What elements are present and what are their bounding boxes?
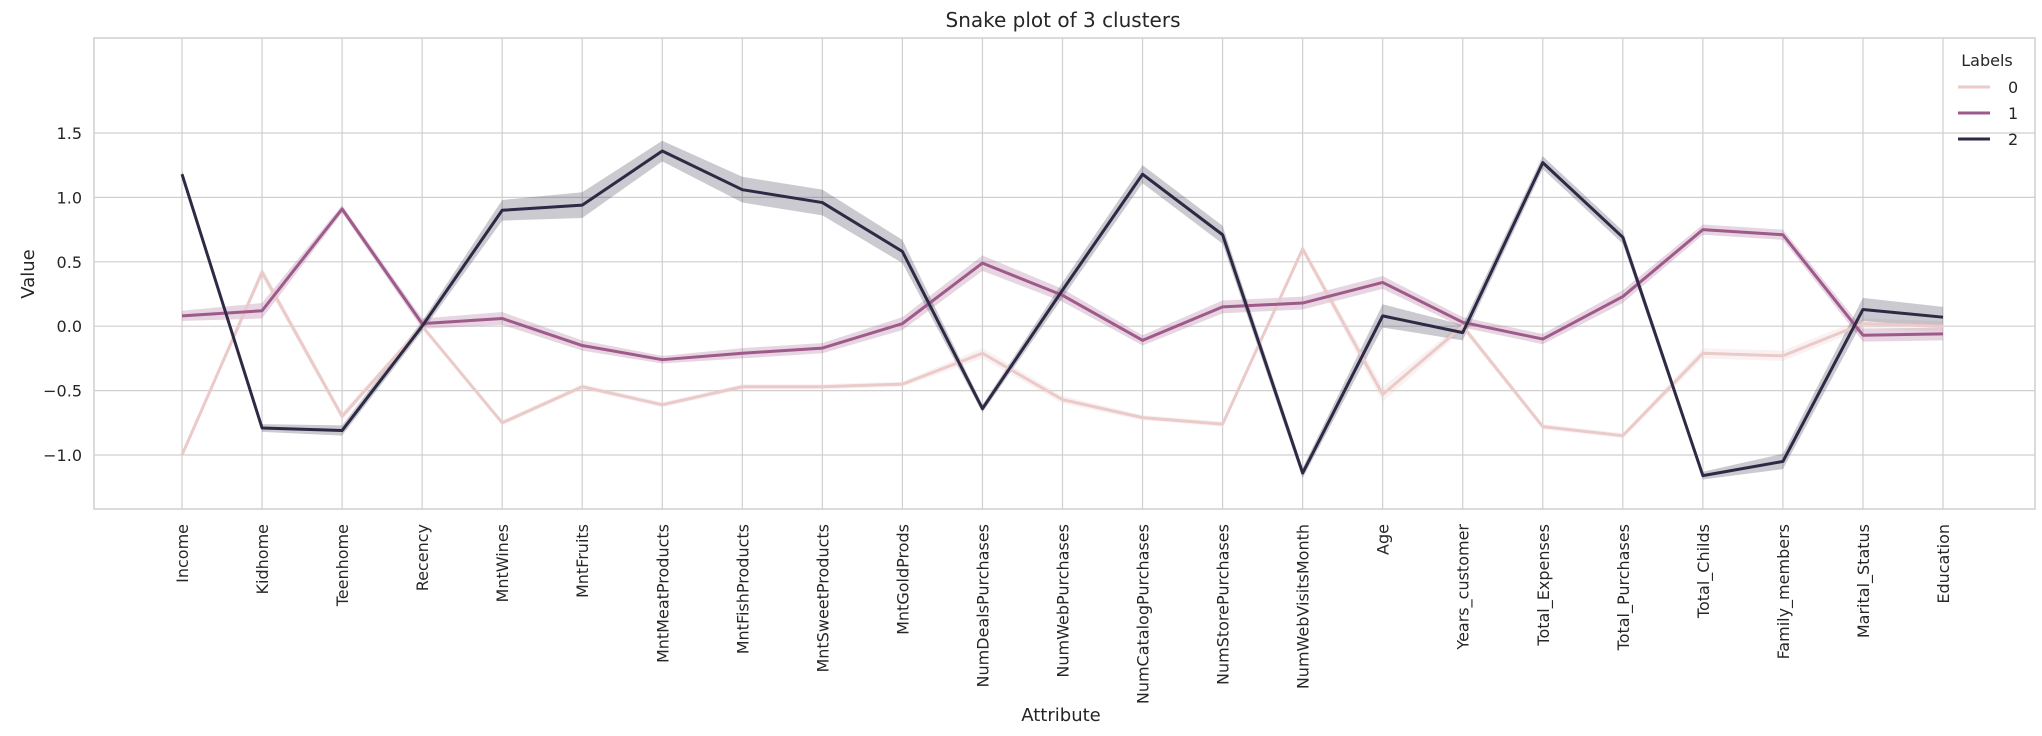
y-tick-label: 1.0: [57, 188, 82, 207]
legend-title: Labels: [1961, 51, 2013, 70]
x-tick-label: Total_Expenses: [1534, 524, 1554, 647]
x-tick-label: Income: [173, 524, 192, 583]
x-tick-label: Family_members: [1774, 524, 1794, 659]
x-tick-label: MntFruits: [573, 524, 592, 598]
legend-label-0: 0: [2008, 78, 2018, 97]
x-tick-label: Total_Childs: [1694, 524, 1714, 619]
x-tick-label: NumWebVisitsMonth: [1294, 524, 1313, 689]
x-tick-label: Education: [1934, 524, 1953, 604]
x-axis-label: Attribute: [1021, 705, 1100, 726]
x-tick-label: Kidhome: [253, 524, 272, 594]
chart-title: Snake plot of 3 clusters: [946, 8, 1181, 32]
y-ticks: 1.5 1.0 0.5 0.0 −0.5 −1.0: [43, 124, 82, 465]
x-tick-label: Teenhome: [333, 524, 352, 607]
x-tick-label: Age: [1374, 524, 1393, 555]
x-tick-label: MntGoldProds: [893, 524, 912, 635]
x-tick-label: Total_Purchases: [1614, 524, 1634, 651]
x-tick-label: MntFishProducts: [733, 524, 752, 654]
x-tick-label: Years_customer: [1454, 524, 1474, 651]
y-tick-label: −1.0: [43, 446, 82, 465]
y-axis-label: Value: [18, 249, 39, 298]
x-tick-label: NumDealsPurchases: [973, 524, 992, 687]
x-tick-label: Marital_Status: [1854, 524, 1874, 638]
x-tick-label: NumCatalogPurchases: [1134, 524, 1153, 704]
legend-label-2: 2: [2008, 130, 2018, 149]
x-ticks: Income Kidhome Teenhome Recency MntWines MntF…: [173, 524, 1953, 705]
x-tick-label: NumWebPurchases: [1054, 524, 1073, 678]
y-tick-label: −0.5: [43, 382, 82, 401]
y-tick-label: 0.5: [57, 253, 82, 272]
y-tick-label: 1.5: [57, 124, 82, 143]
y-tick-label: 0.0: [57, 317, 82, 336]
legend-label-1: 1: [2008, 104, 2018, 123]
x-tick-label: MntSweetProducts: [813, 524, 832, 673]
legend: Labels 0 1 2: [1958, 51, 2018, 149]
x-tick-label: MntWines: [493, 524, 512, 602]
x-tick-label: Recency: [413, 524, 432, 591]
x-tick-label: MntMeatProducts: [653, 524, 672, 663]
x-tick-label: NumStorePurchases: [1214, 524, 1233, 685]
